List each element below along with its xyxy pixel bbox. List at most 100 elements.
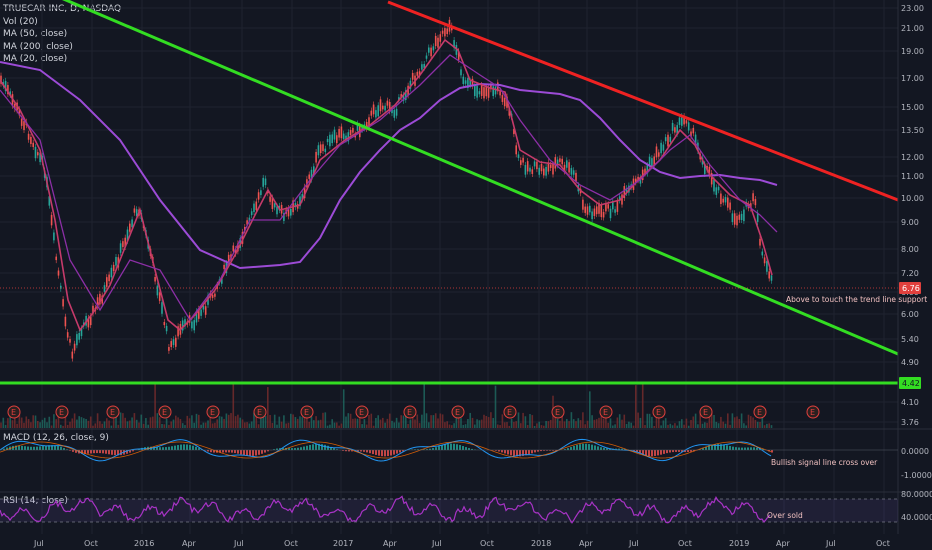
time-axis-label: Oct: [84, 539, 98, 548]
time-axis-label: Jul: [628, 539, 639, 548]
ma20-line: [0, 38, 773, 332]
price-axis-tick: 7.20: [901, 269, 919, 278]
time-axis-label: 2019: [729, 539, 749, 548]
earnings-marker-label: E: [11, 408, 16, 417]
last-price-badge: [899, 282, 921, 294]
price-axis-tick: 3.76: [901, 418, 919, 427]
price-axis-tick: 4.10: [901, 398, 919, 407]
price-axis-tick: 4.90: [901, 358, 919, 367]
earnings-marker[interactable]: [806, 405, 820, 419]
price-axis-tick: 13.50: [901, 126, 924, 135]
earnings-marker[interactable]: [55, 405, 69, 419]
earnings-marker-label: E: [359, 408, 364, 417]
time-axis-label: Jul: [33, 539, 44, 548]
time-axis-label: Oct: [284, 539, 298, 548]
earnings-marker-label: E: [703, 408, 708, 417]
earnings-marker[interactable]: [551, 405, 565, 419]
earnings-marker[interactable]: [300, 405, 314, 419]
earnings-marker-label: E: [210, 408, 215, 417]
time-axis-label: Apr: [383, 539, 398, 548]
earnings-marker[interactable]: [355, 405, 369, 419]
earnings-marker-label: E: [507, 408, 512, 417]
volume-bars: [0, 382, 773, 428]
earnings-marker[interactable]: [503, 405, 517, 419]
time-axis-label: Apr: [776, 539, 791, 548]
macd-axis-tick: 0.0000: [901, 447, 929, 456]
price-axis-tick: 11.00: [901, 172, 924, 181]
time-axis-label: Jul: [233, 539, 244, 548]
earnings-marker-label: E: [257, 408, 262, 417]
macd-pane[interactable]: [0, 438, 898, 462]
legend-vol[interactable]: Vol (20): [3, 16, 38, 27]
time-axis-label: Oct: [678, 539, 692, 548]
earnings-marker[interactable]: [158, 405, 172, 419]
legend-ma200[interactable]: MA (200, close): [3, 41, 73, 52]
earnings-marker-label: E: [59, 408, 64, 417]
time-axis-label: Jul: [431, 539, 442, 548]
price-axis-tick: 21.00: [901, 24, 924, 33]
support-annotation[interactable]: Above to touch the trend line support: [786, 295, 927, 304]
earnings-marker-label: E: [455, 408, 460, 417]
earnings-marker-label: E: [757, 408, 762, 417]
chart-legend: TRUECAR INC, D, NASDAQ Vol (20) MA (50, …: [3, 3, 121, 66]
time-axis-label: Oct: [480, 539, 494, 548]
rsi-axis-tick: 40.0000: [901, 513, 932, 522]
price-axis-tick: 6.00: [901, 310, 919, 319]
earnings-marker[interactable]: [451, 405, 465, 419]
time-axis-label: Jul: [825, 539, 836, 548]
earnings-marker-label: E: [656, 408, 661, 417]
earnings-marker-label: E: [110, 408, 115, 417]
price-axis-tick: 10.00: [901, 194, 924, 203]
earnings-marker-label: E: [304, 408, 309, 417]
time-axis-label: Oct: [876, 539, 890, 548]
earnings-marker[interactable]: [7, 405, 21, 419]
earnings-marker[interactable]: [253, 405, 267, 419]
macd-label[interactable]: MACD (12, 26, close, 9): [3, 433, 109, 443]
price-axis[interactable]: 23.00 21.00 19.00 17.00 15.00 13.50 12.00 11.00…: [901, 4, 924, 427]
price-axis-tick: 8.00: [901, 245, 919, 254]
earnings-marker-label: E: [810, 408, 815, 417]
ma50-line: [0, 54, 778, 322]
chart-grid: [0, 0, 898, 534]
earnings-marker[interactable]: [106, 405, 120, 419]
earnings-marker[interactable]: [599, 405, 613, 419]
ma200-line: [0, 61, 778, 270]
rsi-line: [0, 495, 771, 524]
time-axis[interactable]: Jul Oct 2016 Apr Jul Oct 2017 Apr Jul Oct 2018 Apr J…: [33, 539, 890, 548]
legend-ma20[interactable]: MA (20, close): [3, 54, 68, 64]
time-axis-label: Apr: [579, 539, 594, 548]
macd-annotation[interactable]: Bullish signal line cross over: [771, 458, 878, 467]
green-support-trendline[interactable]: [0, 0, 899, 356]
support-price-value: 4.42: [902, 379, 920, 388]
time-axis-label: 2017: [333, 539, 353, 548]
symbol-title[interactable]: TRUECAR INC, D, NASDAQ: [3, 4, 122, 14]
earnings-marker[interactable]: [403, 405, 417, 419]
earnings-marker[interactable]: [699, 405, 713, 419]
earnings-marker[interactable]: [206, 405, 220, 419]
last-price-value: 6.76: [902, 284, 920, 293]
price-axis-tick: 15.00: [901, 103, 924, 112]
earnings-marker-label: E: [407, 408, 412, 417]
time-axis-label: Apr: [182, 539, 197, 548]
red-resistance-trendline[interactable]: [387, 0, 899, 202]
support-price-badge: [899, 377, 921, 389]
price-axis-tick: 19.00: [901, 47, 924, 56]
price-axis-tick: 5.40: [901, 335, 919, 344]
earnings-marker[interactable]: [652, 405, 666, 419]
rsi-axis-tick: 80.0000: [901, 490, 932, 499]
macd-axis-tick: -1.0000: [901, 471, 932, 480]
candlesticks: [0, 16, 773, 362]
earnings-marker-label: E: [603, 408, 608, 417]
price-axis-tick: 12.00: [901, 153, 924, 162]
price-axis-tick: 9.00: [901, 218, 919, 227]
earnings-marker-label: E: [162, 408, 167, 417]
rsi-annotation[interactable]: Over sold: [767, 511, 803, 520]
earnings-marker[interactable]: [753, 405, 767, 419]
rsi-label[interactable]: RSI (14, close): [3, 496, 68, 506]
legend-ma50[interactable]: MA (50, close): [3, 29, 68, 39]
time-axis-label: 2018: [531, 539, 551, 548]
time-axis-label: 2016: [134, 539, 154, 548]
price-axis-tick: 23.00: [901, 4, 924, 13]
